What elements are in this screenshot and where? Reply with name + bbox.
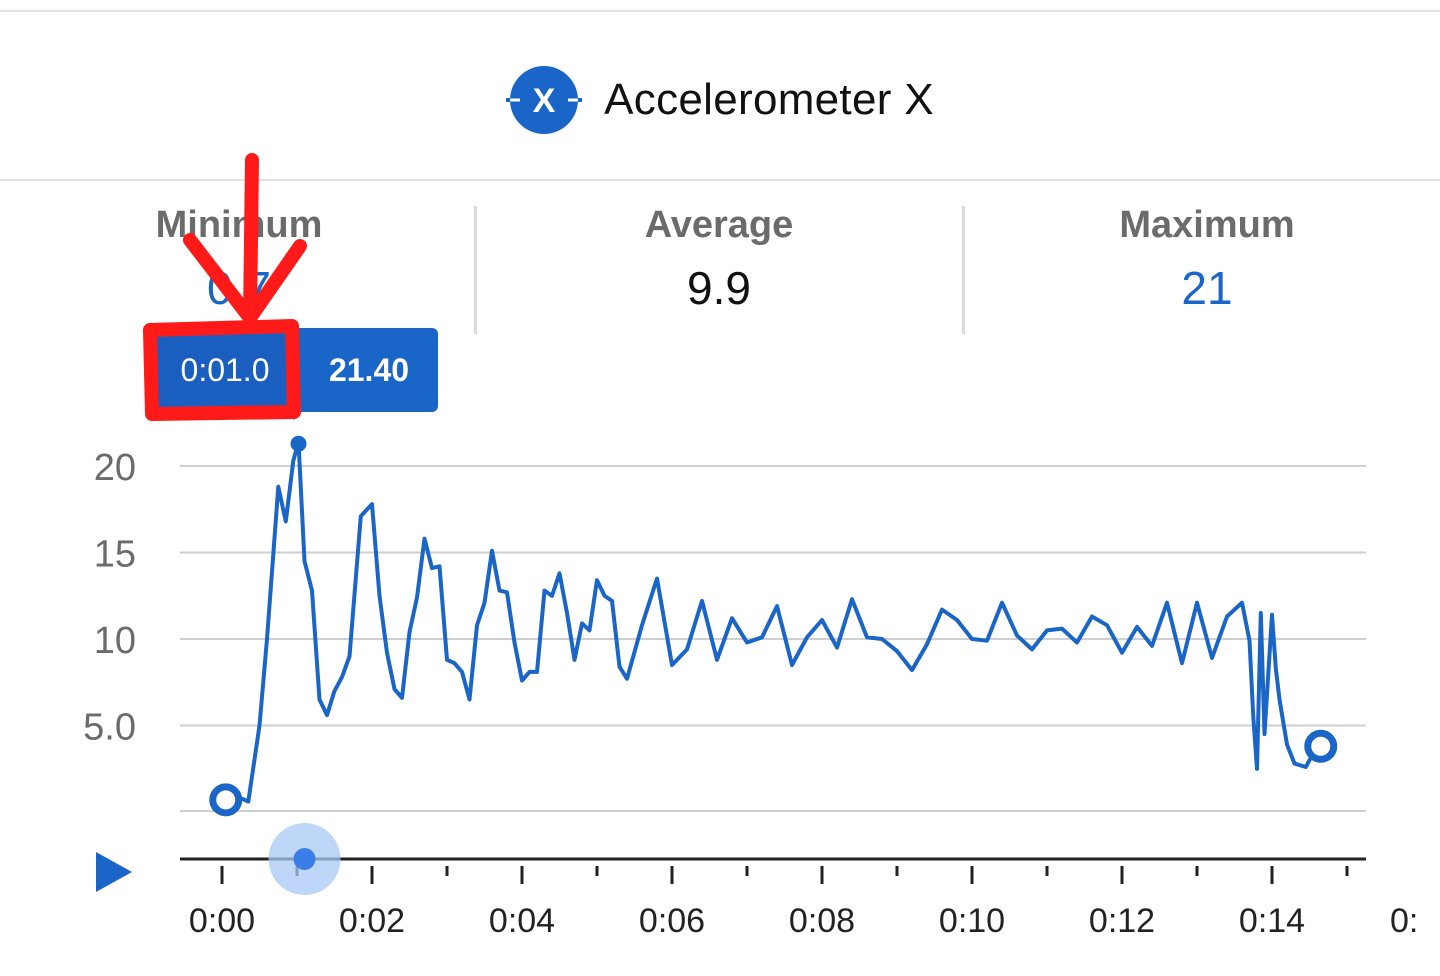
x-tick-label: 0:04 (489, 902, 555, 940)
sensor-header: X Accelerometer X (0, 62, 1440, 138)
y-tick-label: 20 (94, 447, 136, 489)
x-tick-label: 0:02 (339, 902, 405, 940)
x-tick-label: 0:14 (1239, 902, 1305, 940)
stat-maximum-value: 21 (1181, 262, 1233, 314)
x-tick-label: 0:06 (639, 902, 705, 940)
end-marker (1304, 729, 1338, 763)
play-icon[interactable] (96, 852, 132, 892)
playhead-handle[interactable] (293, 848, 316, 870)
highlighted-point (290, 435, 307, 452)
x-tick-label: 0:00 (189, 902, 255, 940)
stat-maximum: Maximum 21 (968, 198, 1440, 315)
tooltip-value: 21.40 (300, 328, 438, 412)
stat-average-value: 9.9 (687, 262, 751, 314)
sensor-title: Accelerometer X (604, 75, 934, 124)
sensor-icon-letter: X (533, 82, 556, 120)
y-tick-label: 15 (94, 534, 136, 576)
series-line (223, 439, 1323, 804)
stat-maximum-label: Maximum (1119, 204, 1295, 246)
x-tick-label: 0:10 (939, 902, 1005, 940)
x-tick-label: 0:08 (789, 902, 855, 940)
tooltip-time: 0:01.0 (150, 328, 300, 412)
x-tick-label: 0:12 (1089, 902, 1155, 940)
play-button[interactable] (92, 848, 136, 896)
start-marker (209, 783, 243, 817)
y-tick-label: 10 (94, 620, 136, 662)
accelerometer-x-icon: X (506, 66, 583, 134)
y-tick-label: 5.0 (83, 707, 136, 749)
stat-average-label: Average (644, 204, 794, 246)
value-tooltip: 0:01.0 21.40 (150, 328, 438, 412)
stat-divider (474, 206, 477, 334)
tooltip-pointer (282, 406, 306, 420)
top-divider (0, 10, 1440, 12)
stat-average: Average 9.9 (480, 198, 958, 315)
x-tick-label: 0: (1390, 902, 1418, 940)
header-divider (0, 179, 1440, 181)
stat-divider (962, 206, 965, 334)
